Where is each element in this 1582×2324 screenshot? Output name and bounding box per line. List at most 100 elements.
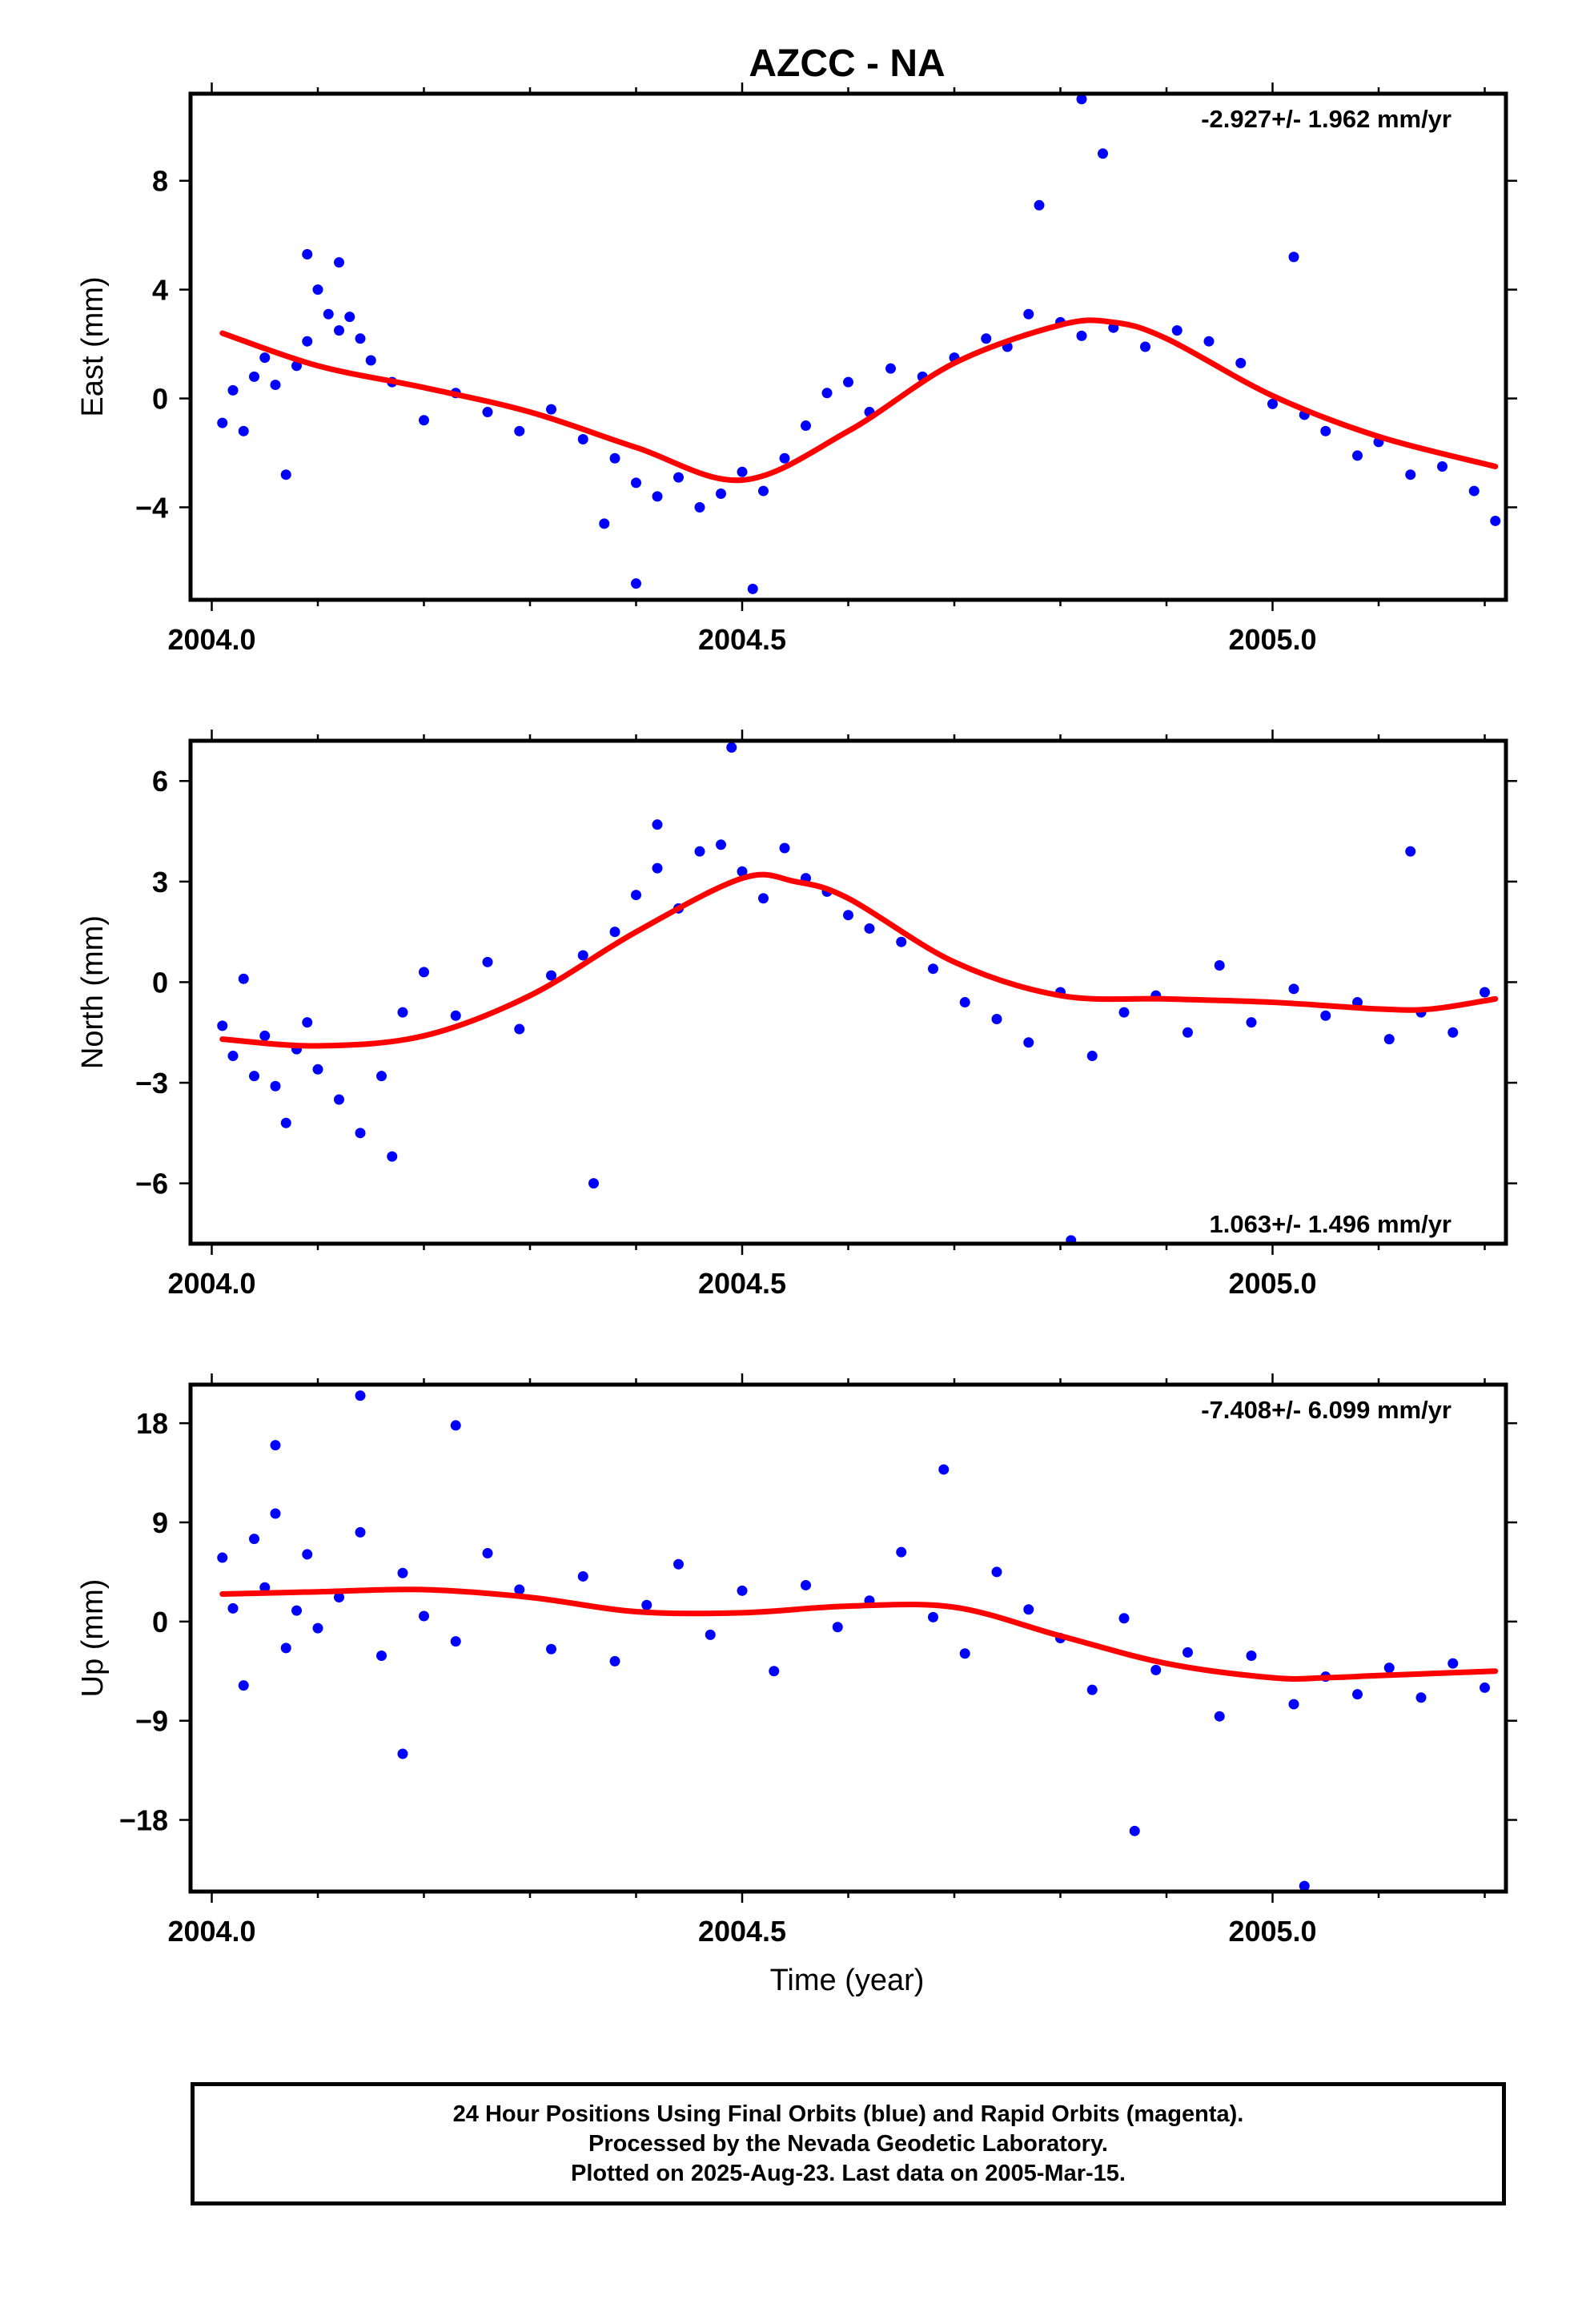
data-point xyxy=(737,1585,748,1596)
data-point xyxy=(1118,1613,1130,1624)
data-point xyxy=(1150,1664,1162,1675)
data-point xyxy=(991,1013,1002,1024)
data-point xyxy=(270,380,281,391)
north-panel: 2004.0 2004.5 2005.0 6 3 0 −3 −6 North (mm) 1.063… xyxy=(76,730,1517,1300)
data-point xyxy=(1415,1692,1427,1703)
data-point xyxy=(1086,1051,1098,1062)
data-point xyxy=(259,352,271,364)
y-tick-label: −18 xyxy=(119,1804,168,1837)
data-point xyxy=(280,1117,291,1128)
data-point xyxy=(1235,357,1247,368)
data-point xyxy=(1086,1684,1098,1695)
data-point xyxy=(1023,1604,1034,1615)
y-tick-label: 8 xyxy=(152,165,168,198)
data-point xyxy=(1437,461,1447,472)
data-point xyxy=(259,1030,271,1041)
data-point xyxy=(779,842,790,854)
data-point xyxy=(312,284,323,296)
data-point xyxy=(1352,1689,1363,1700)
data-point xyxy=(365,355,376,366)
data-point xyxy=(769,1666,780,1677)
data-point xyxy=(302,248,313,259)
data-point xyxy=(1447,1027,1459,1038)
caption-line-1: 24 Hour Positions Using Final Orbits (bl… xyxy=(452,2101,1244,2127)
data-point xyxy=(694,846,705,857)
data-point xyxy=(1490,515,1501,526)
data-point xyxy=(1098,148,1108,159)
data-point xyxy=(864,923,875,934)
data-point xyxy=(334,325,344,336)
data-point xyxy=(227,1602,239,1614)
x-tick-label: 2005.0 xyxy=(1228,1915,1316,1948)
data-point xyxy=(1140,341,1150,352)
data-point xyxy=(577,434,588,445)
y-tick-label: 4 xyxy=(152,274,168,307)
data-point xyxy=(843,376,853,388)
data-point xyxy=(217,1020,228,1031)
data-point xyxy=(652,862,663,874)
data-point xyxy=(1203,336,1215,347)
data-point xyxy=(1246,1651,1257,1662)
data-point xyxy=(334,257,344,268)
data-point xyxy=(334,1094,344,1105)
data-point xyxy=(1214,960,1225,971)
plot-frame xyxy=(188,91,1508,602)
data-point xyxy=(801,420,811,432)
data-point xyxy=(217,1552,228,1563)
data-point xyxy=(355,1128,366,1139)
y-axis-label: North (mm) xyxy=(76,915,110,1069)
data-point xyxy=(1480,1682,1490,1693)
data-point xyxy=(609,1655,620,1667)
data-point xyxy=(716,839,726,850)
x-tick-label: 2005.0 xyxy=(1228,1267,1316,1300)
data-point xyxy=(1023,1037,1034,1048)
data-point xyxy=(981,333,992,344)
data-point xyxy=(1267,398,1278,409)
data-point xyxy=(249,1071,259,1082)
data-point xyxy=(652,819,663,830)
data-point xyxy=(291,360,302,372)
data-point xyxy=(397,1748,408,1759)
x-tick-label: 2004.0 xyxy=(167,1915,255,1948)
fit-curve xyxy=(219,1586,1499,1682)
data-point xyxy=(832,1622,843,1633)
data-point xyxy=(450,1420,461,1431)
data-point xyxy=(938,1464,950,1475)
data-point xyxy=(280,469,291,480)
data-point xyxy=(577,1570,588,1582)
data-point xyxy=(227,384,239,396)
data-point xyxy=(376,1071,387,1082)
y-tick-label: 3 xyxy=(152,866,168,899)
data-point xyxy=(238,1680,249,1691)
data-point xyxy=(885,363,896,374)
data-point xyxy=(249,1534,259,1545)
fit-curve xyxy=(219,871,1499,1049)
data-point xyxy=(546,970,556,981)
data-point xyxy=(259,1582,271,1593)
data-point xyxy=(227,1051,239,1062)
data-point xyxy=(758,485,769,497)
x-tick-label: 2004.5 xyxy=(698,623,786,656)
data-point xyxy=(249,371,259,382)
data-point xyxy=(1076,94,1087,105)
data-point xyxy=(1299,1880,1310,1892)
data-point xyxy=(419,415,429,426)
plot-frame xyxy=(188,738,1508,1246)
data-point xyxy=(355,1390,366,1401)
y-tick-label: −6 xyxy=(135,1168,168,1200)
x-tick-label: 2004.0 xyxy=(167,1267,255,1300)
plot-area xyxy=(217,742,1499,1244)
caption-line-3: Plotted on 2025-Aug-23. Last data on 200… xyxy=(571,2160,1126,2186)
data-point xyxy=(577,950,588,961)
data-point xyxy=(334,1592,344,1603)
data-point xyxy=(1480,987,1490,998)
y-tick-label: 0 xyxy=(152,966,168,999)
data-point xyxy=(419,967,429,978)
data-point xyxy=(1288,251,1299,263)
data-point xyxy=(1023,308,1034,320)
data-point xyxy=(344,312,355,323)
data-point xyxy=(705,1629,716,1640)
data-point xyxy=(1383,1034,1395,1045)
data-point xyxy=(652,491,663,502)
y-tick-label: 0 xyxy=(152,1606,168,1638)
